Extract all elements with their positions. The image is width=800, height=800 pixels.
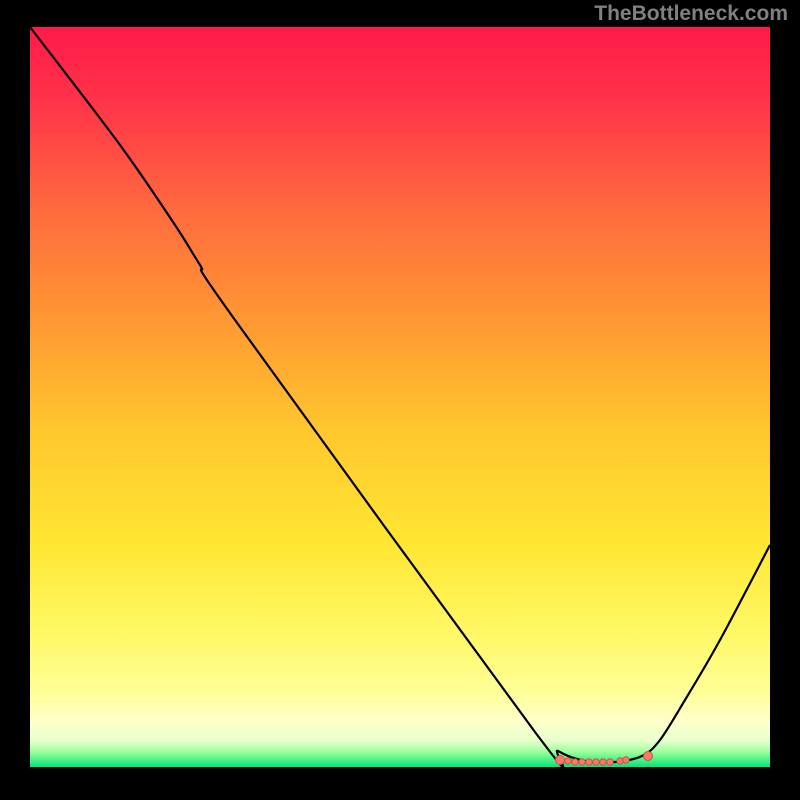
data-marker	[617, 758, 623, 764]
data-marker	[607, 759, 613, 765]
data-marker	[556, 756, 565, 765]
data-marker	[586, 759, 592, 765]
data-marker	[623, 757, 629, 763]
data-marker	[579, 759, 585, 765]
data-marker	[644, 752, 653, 761]
plot-background	[30, 27, 770, 767]
chart-container: { "watermark": { "text": "TheBottleneck.…	[0, 0, 800, 800]
data-marker	[565, 758, 571, 764]
data-marker	[593, 759, 599, 765]
watermark-label: TheBottleneck.com	[594, 2, 788, 26]
data-marker	[600, 759, 606, 765]
bottleneck-chart	[0, 0, 800, 800]
data-marker	[572, 759, 578, 765]
